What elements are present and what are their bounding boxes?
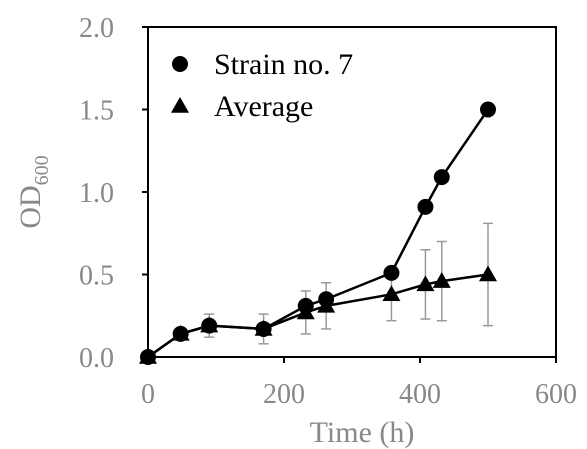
y-tick-label: 0.0 <box>79 343 114 374</box>
legend-marker <box>172 56 188 72</box>
y-axis-title-text: OD <box>14 185 47 228</box>
strain-point <box>140 349 156 365</box>
y-tick-label: 0.5 <box>79 261 114 292</box>
y-axis-title-subscript: 600 <box>31 155 53 185</box>
x-axis-title: Time (h) <box>310 416 415 449</box>
legend-marker <box>171 97 189 113</box>
y-tick-label: 2.0 <box>79 13 114 44</box>
legend-label: Strain no. 7 <box>214 48 353 81</box>
strain-point <box>318 291 334 307</box>
x-axis-ticks: 0 200 400 600 <box>141 357 577 410</box>
y-axis-title: OD600 <box>14 155 53 228</box>
strain-point <box>434 169 450 185</box>
legend: Strain no. 7 Average <box>171 48 353 123</box>
y-tick-label: 1.0 <box>79 178 114 209</box>
series-line <box>148 110 488 358</box>
x-tick-label: 400 <box>399 379 441 410</box>
strain-point <box>417 199 433 215</box>
x-tick-label: 0 <box>141 379 155 410</box>
y-tick-label: 1.5 <box>79 96 114 127</box>
strain-point <box>173 326 189 342</box>
strain-point <box>480 102 496 118</box>
series-markers <box>139 102 497 366</box>
legend-label: Average <box>214 90 313 123</box>
strain-point <box>201 318 217 334</box>
y-axis-ticks: 0.0 0.5 1.0 1.5 2.0 <box>79 13 148 374</box>
x-tick-label: 200 <box>263 379 305 410</box>
average-point <box>479 266 497 282</box>
strain-point <box>298 298 314 314</box>
strain-point <box>383 265 399 281</box>
strain-point <box>256 321 272 337</box>
x-tick-label: 600 <box>535 379 577 410</box>
series-lines <box>148 110 488 358</box>
